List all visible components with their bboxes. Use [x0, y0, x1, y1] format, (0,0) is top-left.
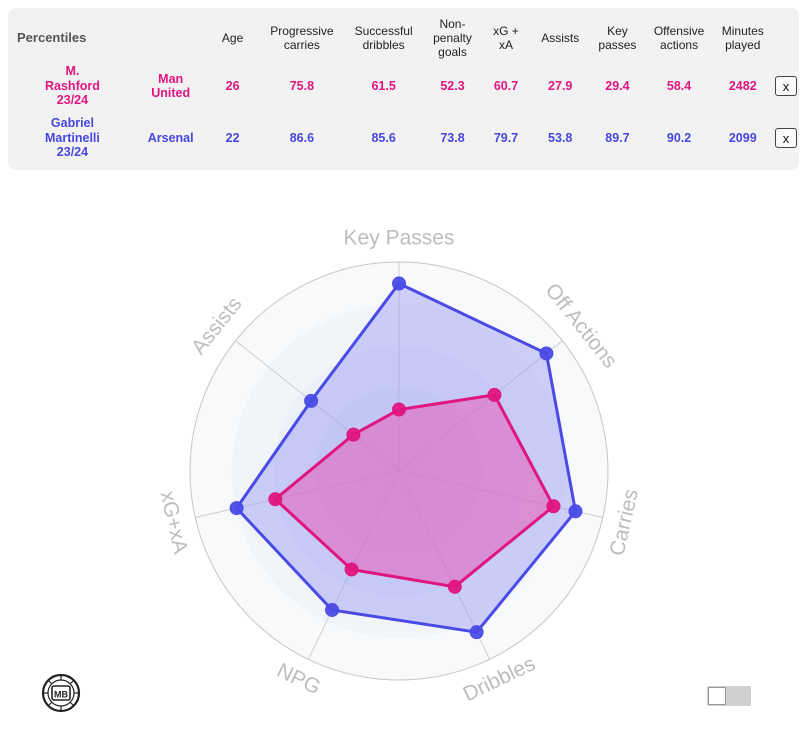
column-header: Non-penalty goals	[424, 16, 481, 60]
axis-label: Key Passes	[344, 227, 455, 250]
series-point	[344, 562, 359, 577]
player-name-line: Gabriel	[50, 116, 94, 131]
comparison-table: Percentiles Age Progressive carries Success…	[8, 16, 799, 164]
team-name: Man United	[137, 60, 205, 112]
column-header-line: penalty	[433, 31, 472, 45]
team-name-line: Man	[158, 71, 184, 86]
column-header-line: Successful	[354, 24, 413, 38]
column-header-line: goals	[438, 45, 467, 59]
table-row: M. Rashford 23/24 Man United 26 75.8 61.5 52.3 60…	[8, 60, 799, 112]
column-header-line: Key	[607, 24, 628, 38]
series-point	[447, 579, 462, 594]
header-row: Percentiles Age Progressive carries Success…	[8, 16, 799, 60]
column-header: Progressive carries	[261, 16, 343, 60]
stat-cell: 29.4	[605, 78, 630, 93]
stat-cell: 75.8	[289, 78, 315, 93]
remove-player-button[interactable]: x	[775, 128, 797, 148]
team-name: Arsenal	[137, 112, 205, 164]
column-header-line: actions	[660, 38, 699, 52]
column-header-line: xA	[498, 38, 513, 52]
remove-cell: x	[773, 112, 799, 164]
stat-cell: 85.6	[371, 130, 396, 145]
series-point	[392, 276, 406, 291]
player-name: Gabriel Martinelli 23/24	[8, 112, 137, 164]
column-header: Age	[204, 16, 260, 60]
series-point	[487, 387, 502, 402]
column-header-line: Age	[221, 31, 244, 45]
remove-cell: x	[773, 60, 799, 112]
axis-label: NPG	[273, 659, 324, 699]
stat-cell: 86.6	[289, 130, 315, 145]
player-name: M. Rashford 23/24	[8, 60, 137, 112]
column-header: Offensive actions	[646, 16, 713, 60]
player-name-line: 23/24	[56, 145, 89, 160]
column-header: Minutes played	[713, 16, 773, 60]
stat-cell: 58.4	[666, 78, 692, 93]
remove-player-button[interactable]: x	[775, 76, 797, 96]
column-header: Key passes	[589, 16, 645, 60]
column-header-line: Non-	[439, 17, 466, 31]
stat-cell: 26	[225, 78, 240, 93]
percentiles-label: Percentiles	[17, 30, 87, 45]
mb-logo: MB	[41, 673, 81, 713]
stat-cell: 53.8	[548, 130, 573, 145]
column-header-line: Minutes	[721, 24, 764, 38]
player-name-line: Rashford	[45, 78, 100, 93]
stat-cell: 27.9	[548, 78, 573, 93]
column-header-line: Offensive	[653, 24, 705, 38]
series-point	[325, 602, 340, 617]
stat-cell: 60.7	[493, 78, 519, 93]
column-header-line: Assists	[541, 31, 580, 45]
table-row: Gabriel Martinelli 23/24 Arsenal 22 86.6 85.6 7…	[8, 112, 799, 164]
team-name-line: United	[151, 86, 191, 100]
player-name-line: M.	[65, 64, 80, 79]
column-header-line: dribbles	[362, 38, 405, 52]
series-point	[539, 346, 554, 361]
stat-cell: 2099	[728, 130, 757, 145]
series-point	[546, 499, 561, 514]
series-area	[273, 393, 555, 589]
column-header: Successful dribbles	[343, 16, 424, 60]
stat-cell: 2482	[728, 78, 757, 93]
column-header: xG + xA	[481, 16, 531, 60]
series-point	[469, 625, 484, 640]
column-header-line: xG +	[493, 24, 519, 38]
stat-cell: 22	[225, 130, 240, 145]
series-point	[346, 427, 361, 442]
column-header-line: played	[725, 38, 761, 52]
toggle-knob[interactable]	[708, 687, 726, 705]
comparison-panel: Percentiles Age Progressive carries Success…	[8, 8, 799, 170]
stat-cell: 89.7	[605, 130, 630, 145]
logo-text: MB	[54, 690, 68, 700]
axis-label: Carries	[606, 487, 643, 558]
stat-cell: 79.7	[493, 130, 519, 145]
stat-cell: 90.2	[666, 130, 692, 145]
column-header: Assists	[531, 16, 589, 60]
stat-cell: 52.3	[440, 78, 465, 93]
stat-cell: 73.8	[440, 130, 465, 145]
series-point	[229, 501, 244, 516]
series-point	[304, 393, 319, 408]
column-header-line: passes	[598, 38, 637, 52]
series-point	[268, 492, 283, 507]
table-body: M. Rashford 23/24 Man United 26 75.8 61.5 52.3 60…	[8, 60, 799, 164]
column-header-line: carries	[283, 38, 320, 52]
chart-toggle-switch[interactable]	[707, 686, 751, 706]
stat-cell: 61.5	[371, 78, 396, 93]
series-point	[392, 402, 406, 417]
player-name-line: 23/24	[56, 93, 89, 108]
column-header-line: Progressive	[270, 24, 334, 38]
series-point	[568, 504, 583, 519]
team-name-line: Arsenal	[147, 130, 194, 145]
player-name-line: Martinelli	[45, 130, 100, 145]
axis-label: xG+xA	[155, 489, 192, 556]
